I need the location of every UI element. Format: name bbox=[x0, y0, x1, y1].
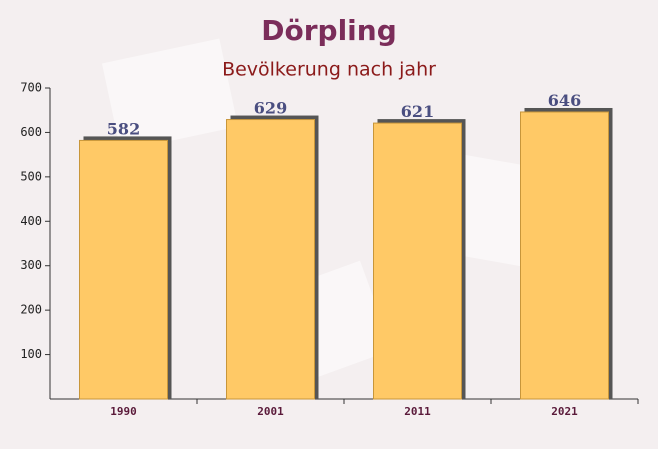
value-label: 646 bbox=[548, 91, 581, 110]
y-tick-label: 700 bbox=[20, 81, 42, 95]
chart-subtitle: Bevölkerung nach jahr bbox=[222, 59, 436, 81]
x-tick-label: 1990 bbox=[110, 405, 137, 418]
y-tick-label: 400 bbox=[20, 214, 42, 228]
bar bbox=[520, 111, 609, 400]
y-tick-label: 300 bbox=[20, 258, 42, 272]
x-tick-label: 2021 bbox=[551, 405, 578, 418]
value-label: 621 bbox=[401, 102, 434, 121]
x-tick-label: 2001 bbox=[257, 405, 284, 418]
bar bbox=[373, 122, 462, 400]
y-tick-label: 200 bbox=[20, 303, 42, 317]
y-tick-label: 600 bbox=[20, 125, 42, 139]
bar bbox=[226, 119, 315, 400]
bar bbox=[79, 139, 168, 400]
y-tick-label: 500 bbox=[20, 169, 42, 183]
x-tick-label: 2011 bbox=[404, 405, 431, 418]
decoration bbox=[101, 38, 239, 152]
value-label: 629 bbox=[254, 99, 287, 118]
chart-title: Dörpling bbox=[261, 14, 397, 47]
y-tick-label: 100 bbox=[20, 347, 42, 361]
value-label: 582 bbox=[107, 119, 140, 138]
